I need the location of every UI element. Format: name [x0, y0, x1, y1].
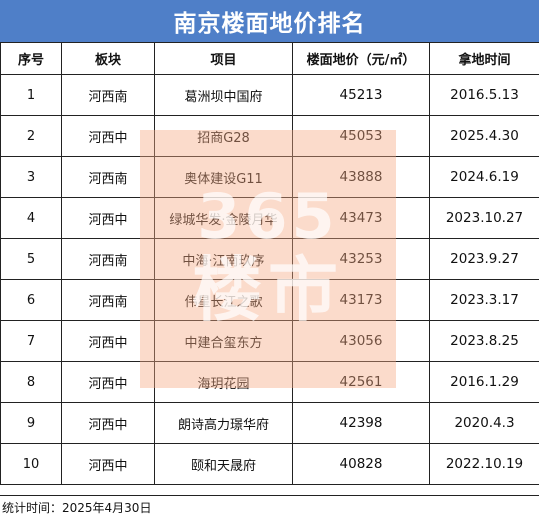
table-row: 4 河西中 绿城华发·金陵月华 43473 2023.10.27: [1, 198, 539, 239]
date-cell: 2024.6.19: [430, 157, 539, 198]
table-row: 5 河西南 中海·江南玖序 43253 2023.9.27: [1, 239, 539, 280]
price-cell: 43473: [293, 198, 430, 239]
district-cell: 河西中: [62, 321, 155, 362]
table-row: 3 河西南 奥体建设G11 43888 2024.6.19: [1, 157, 539, 198]
date-cell: 2016.1.29: [430, 362, 539, 403]
table-row: 1 河西南 葛洲坝中国府 45213 2016.5.13: [1, 75, 539, 116]
district-cell: 河西中: [62, 198, 155, 239]
project-cell: 颐和天晟府: [155, 444, 293, 485]
date-cell: 2022.10.19: [430, 444, 539, 485]
project-cell: 中建合玺东方: [155, 321, 293, 362]
rank-cell: 7: [1, 321, 62, 362]
price-cell: 43888: [293, 157, 430, 198]
rank-cell: 1: [1, 75, 62, 116]
date-cell: 2023.9.27: [430, 239, 539, 280]
price-cell: 45053: [293, 116, 430, 157]
date-cell: 2016.5.13: [430, 75, 539, 116]
table-row: 10 河西中 颐和天晟府 40828 2022.10.19: [1, 444, 539, 485]
table-row: 2 河西中 招商G28 45053 2025.4.30: [1, 116, 539, 157]
project-cell: 招商G28: [155, 116, 293, 157]
table-row: 9 河西中 朗诗高力璟华府 42398 2020.4.3: [1, 403, 539, 444]
price-cell: 42561: [293, 362, 430, 403]
header-district: 板块: [62, 43, 155, 75]
date-cell: 2023.3.17: [430, 280, 539, 321]
district-cell: 河西中: [62, 362, 155, 403]
rank-cell: 4: [1, 198, 62, 239]
price-cell: 43056: [293, 321, 430, 362]
price-cell: 42398: [293, 403, 430, 444]
rank-cell: 10: [1, 444, 62, 485]
project-cell: 葛洲坝中国府: [155, 75, 293, 116]
rank-cell: 9: [1, 403, 62, 444]
project-cell: 奥体建设G11: [155, 157, 293, 198]
project-cell: 绿城华发·金陵月华: [155, 198, 293, 239]
rank-cell: 2: [1, 116, 62, 157]
rank-cell: 5: [1, 239, 62, 280]
district-cell: 河西南: [62, 239, 155, 280]
table-row: 7 河西中 中建合玺东方 43056 2023.8.25: [1, 321, 539, 362]
ranking-table: 序号 板块 项目 楼面地价（元/㎡） 拿地时间 1 河西南 葛洲坝中国府 452…: [0, 42, 539, 485]
date-cell: 2023.10.27: [430, 198, 539, 239]
header-project: 项目: [155, 43, 293, 75]
price-cell: 43173: [293, 280, 430, 321]
price-cell: 43253: [293, 239, 430, 280]
district-cell: 河西中: [62, 116, 155, 157]
district-cell: 河西中: [62, 444, 155, 485]
rank-cell: 3: [1, 157, 62, 198]
district-cell: 河西南: [62, 157, 155, 198]
rank-cell: 8: [1, 362, 62, 403]
table-title: 南京楼面地价排名: [0, 0, 539, 42]
date-cell: 2020.4.3: [430, 403, 539, 444]
project-cell: 海玥花园: [155, 362, 293, 403]
district-cell: 河西中: [62, 403, 155, 444]
date-cell: 2025.4.30: [430, 116, 539, 157]
header-land-price: 楼面地价（元/㎡）: [293, 43, 430, 75]
date-cell: 2023.8.25: [430, 321, 539, 362]
project-cell: 朗诗高力璟华府: [155, 403, 293, 444]
project-cell: 中海·江南玖序: [155, 239, 293, 280]
price-cell: 45213: [293, 75, 430, 116]
table-row: 8 河西中 海玥花园 42561 2016.1.29: [1, 362, 539, 403]
project-cell: 伟星长江之歌: [155, 280, 293, 321]
header-acquisition-date: 拿地时间: [430, 43, 539, 75]
price-cell: 40828: [293, 444, 430, 485]
header-row: 序号 板块 项目 楼面地价（元/㎡） 拿地时间: [1, 43, 539, 75]
district-cell: 河西南: [62, 75, 155, 116]
rank-cell: 6: [1, 280, 62, 321]
district-cell: 河西南: [62, 280, 155, 321]
stats-date-footer: 统计时间：2025年4月30日: [0, 495, 539, 519]
table-row: 6 河西南 伟星长江之歌 43173 2023.3.17: [1, 280, 539, 321]
header-rank: 序号: [1, 43, 62, 75]
